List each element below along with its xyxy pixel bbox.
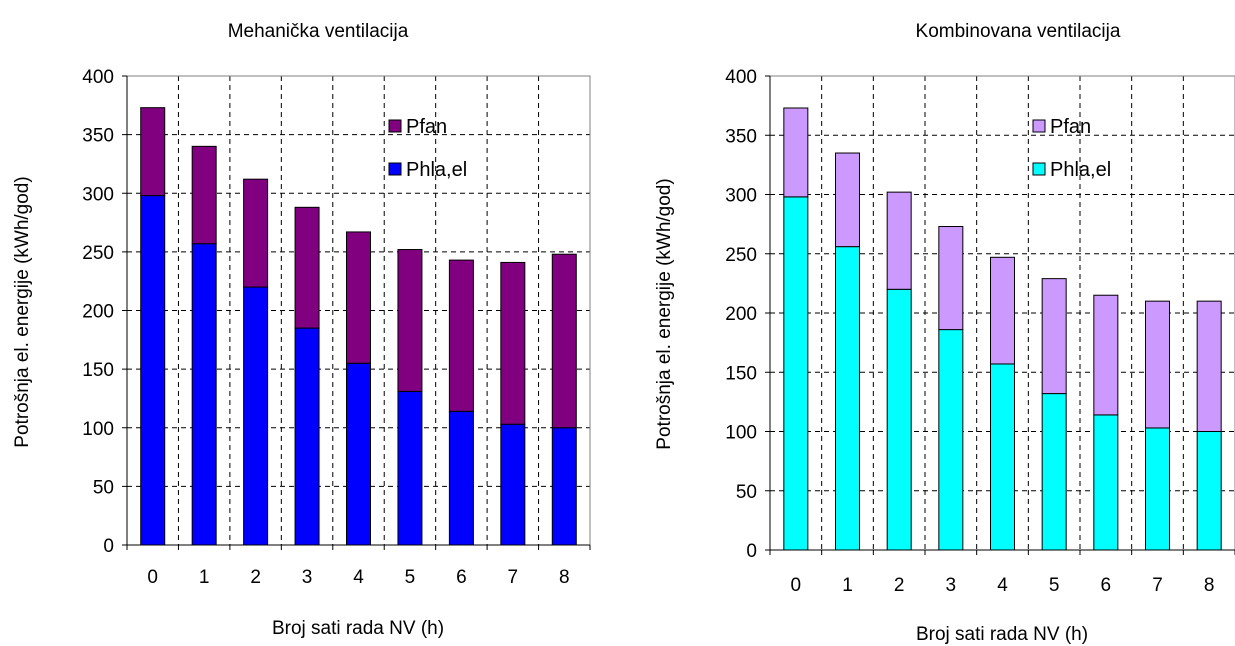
bar-pfan-6 [448, 259, 474, 412]
y-axis-label: Potrošnja el. energije (kWh/god) [654, 178, 675, 449]
bar-phla-el-2 [886, 288, 912, 551]
y-tick-label: 50 [736, 482, 757, 503]
y-tick-label: 0 [103, 536, 114, 557]
x-tick-label: 4 [997, 575, 1008, 596]
bar-pfan-8 [1196, 300, 1222, 432]
bar-pfan-8 [551, 253, 577, 429]
x-tick-label: 7 [508, 567, 519, 588]
y-tick-label: 400 [725, 67, 757, 88]
bar-pfan-4 [346, 231, 371, 364]
y-tick-label: 200 [82, 302, 114, 323]
legend-label-phla: Phla,el [1050, 159, 1111, 181]
y-tick-label: 400 [82, 67, 114, 88]
y-tick-label: 50 [93, 477, 114, 498]
x-tick-label: 6 [1101, 575, 1112, 596]
x-tick-label: 4 [353, 567, 364, 588]
bar-phla-el-2 [243, 286, 269, 546]
bar-phla-el-7 [500, 423, 526, 546]
x-tick-label: 7 [1152, 575, 1163, 596]
x-tick-label: 5 [405, 567, 416, 588]
bar-pfan-3 [294, 206, 320, 329]
y-axis-label: Potrošnja el. energije (kWh/god) [12, 176, 33, 447]
bar-phla-el-4 [346, 362, 371, 546]
bar-pfan-0 [783, 107, 809, 198]
legend-label-pfan: Pfan [406, 116, 447, 138]
chart-title: Mehanička ventilacija [228, 21, 409, 42]
y-tick-label: 150 [725, 363, 757, 384]
bar-phla-el-0 [140, 195, 166, 546]
x-tick-label: 0 [147, 567, 158, 588]
bar-phla-el-1 [835, 246, 860, 551]
x-tick-label: 8 [1204, 575, 1215, 596]
y-tick-label: 250 [82, 243, 114, 264]
y-tick-label: 0 [746, 541, 757, 562]
legend-swatch-phla [1032, 162, 1046, 176]
y-tick-label: 200 [725, 304, 757, 325]
bar-pfan-5 [1041, 278, 1067, 395]
bar-phla-el-8 [551, 427, 577, 546]
y-tick-label: 350 [82, 126, 114, 147]
x-tick-label: 1 [199, 567, 210, 588]
legend: Pfan Phla,el [1032, 116, 1111, 181]
y-tick-label: 150 [82, 360, 114, 381]
x-tick-label: 8 [559, 567, 570, 588]
y-tick-label: 300 [725, 186, 757, 207]
bar-phla-el-6 [448, 410, 474, 546]
bar-phla-el-3 [938, 329, 964, 551]
plot-area: 0 50 100 150 200 250 300 350 400 0 1 2 3 4 5 6 7 8 [725, 67, 1235, 596]
legend-swatch-pfan [388, 119, 402, 133]
y-tick-label: 100 [82, 419, 114, 440]
legend-label-pfan: Pfan [1050, 116, 1091, 138]
x-tick-label: 2 [250, 567, 261, 588]
bar-pfan-6 [1093, 294, 1119, 416]
chart-kombinovana: Kombinovana ventilacija Broj sati rada N… [654, 21, 1235, 645]
plot-area: 0 50 100 150 200 250 300 350 400 0 1 2 3 4 5 6 7 8 [82, 67, 591, 588]
x-tick-label: 0 [791, 575, 802, 596]
y-tick-label: 350 [725, 126, 757, 147]
y-tick-label: 250 [725, 245, 757, 266]
bar-phla-el-1 [191, 243, 217, 546]
x-tick-label: 3 [302, 567, 313, 588]
x-tick-label: 6 [456, 567, 467, 588]
bar-pfan-1 [191, 145, 217, 245]
bar-pfan-7 [500, 261, 526, 425]
bar-pfan-3 [938, 225, 964, 331]
chart-title: Kombinovana ventilacija [916, 21, 1121, 42]
y-tick-label: 300 [82, 184, 114, 205]
bar-phla-el-6 [1093, 414, 1119, 551]
legend-swatch-phla [388, 162, 402, 176]
bar-pfan-7 [1145, 300, 1170, 429]
bar-phla-el-3 [294, 327, 320, 546]
bar-pfan-2 [886, 191, 912, 290]
x-axis-label: Broj sati rada NV (h) [272, 618, 444, 639]
chart-mehanicka: Mehanička ventilacija Broj sati rada NV … [12, 21, 591, 639]
x-tick-label: 1 [842, 575, 853, 596]
legend: Pfan Phla,el [388, 116, 467, 181]
bar-pfan-1 [835, 152, 860, 248]
legend-swatch-pfan [1032, 119, 1046, 133]
bar-phla-el-5 [1041, 393, 1067, 551]
bar-phla-el-4 [990, 363, 1015, 551]
y-tick-label: 100 [725, 423, 757, 444]
bar-pfan-0 [140, 107, 166, 197]
legend-label-phla: Phla,el [406, 159, 467, 181]
bar-phla-el-5 [397, 390, 423, 546]
x-tick-label: 3 [946, 575, 957, 596]
x-tick-label: 2 [894, 575, 905, 596]
bar-pfan-4 [990, 256, 1015, 365]
bar-pfan-5 [397, 249, 423, 392]
bar-phla-el-8 [1196, 431, 1222, 551]
bar-phla-el-0 [783, 196, 809, 551]
x-axis-label: Broj sati rada NV (h) [916, 624, 1088, 645]
x-tick-label: 5 [1049, 575, 1060, 596]
bar-pfan-2 [243, 178, 269, 288]
bar-phla-el-7 [1145, 427, 1170, 551]
